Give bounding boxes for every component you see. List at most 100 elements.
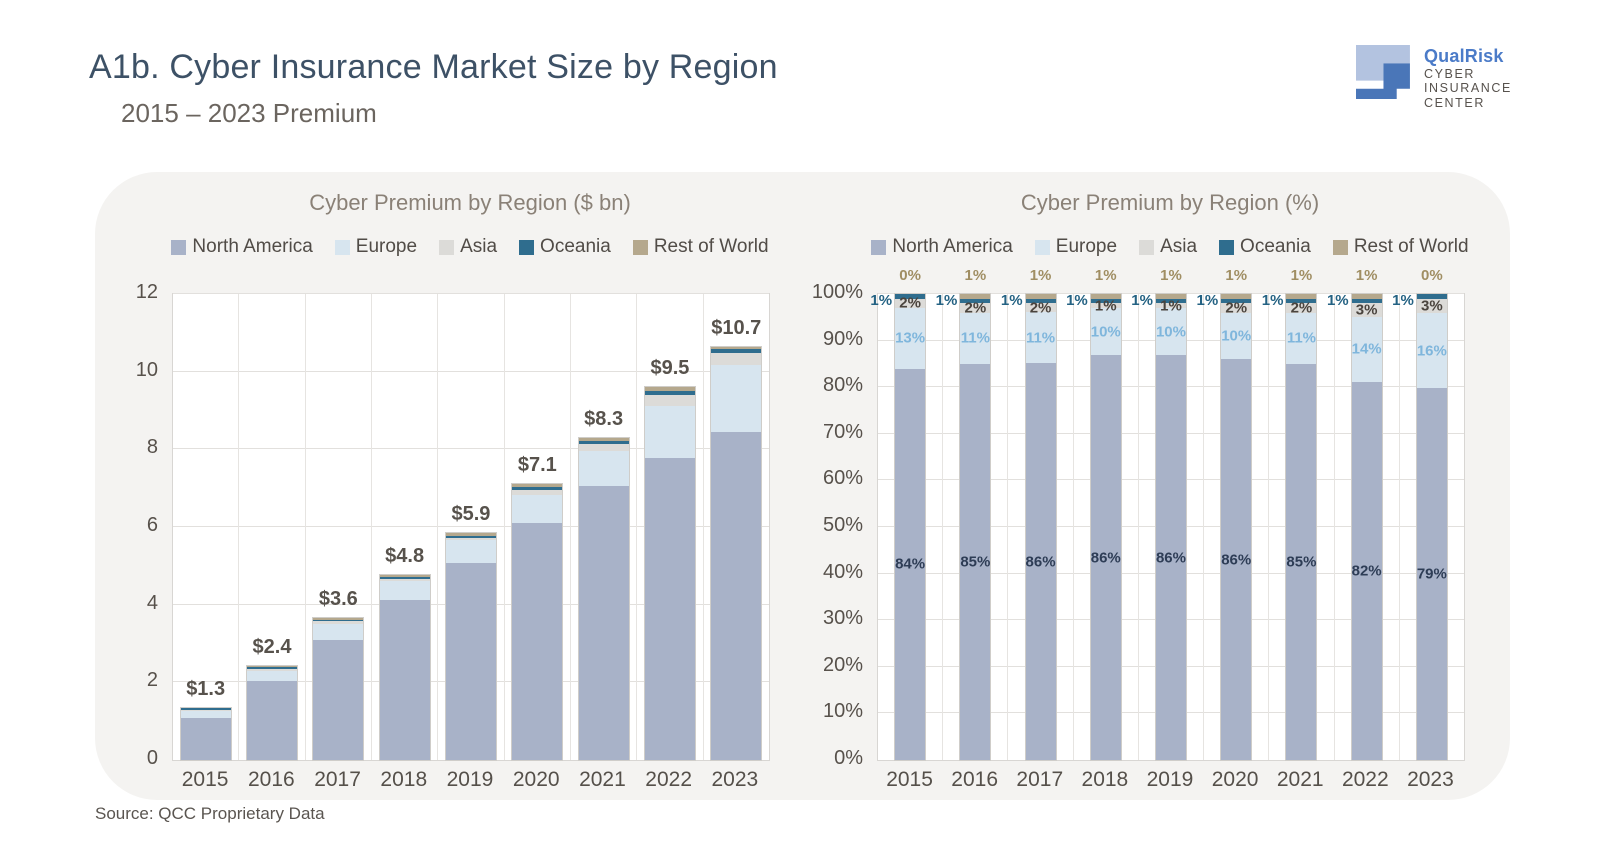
pct-label: 11%	[1025, 329, 1056, 347]
y-axis-tick: 0	[146, 747, 158, 769]
legend-label: Asia	[460, 236, 498, 257]
bar-total-label: $5.9	[451, 503, 491, 526]
pct-label: 11%	[960, 329, 990, 347]
pct-label: 86%	[1025, 553, 1056, 571]
bar-segment	[895, 298, 926, 308]
bar-segment	[246, 668, 297, 671]
bar-stack	[379, 575, 430, 760]
x-axis-label: 2021	[1276, 768, 1324, 791]
pct-label: 3%	[1421, 297, 1443, 315]
bar-segment	[960, 294, 991, 299]
bar-column: 86% 10% 2% 1% 1%	[1197, 267, 1270, 760]
y-axis-tick: 20%	[822, 653, 863, 676]
pct-label: 1%	[1160, 297, 1182, 315]
bar-segment	[960, 298, 991, 304]
bar-column: 86% 10% 1% 1% 1%	[1066, 267, 1139, 760]
bar-column: 85% 11% 2% 1% 1%	[936, 267, 1009, 760]
bar-segment	[1416, 312, 1447, 389]
bar-column: $2.4	[239, 294, 306, 760]
legend-swatch	[1034, 239, 1050, 255]
y-axis-tick: 4	[146, 591, 158, 614]
bar-segment	[313, 639, 364, 760]
bar-segment	[180, 708, 231, 710]
logo-line-insurance: INSURANCE	[1423, 81, 1512, 96]
pct-label: 85%	[960, 553, 991, 571]
y-axis-tick: 12	[135, 281, 158, 303]
oceania-pct-label: 1%	[870, 292, 893, 309]
pct-label: 86%	[1221, 551, 1252, 569]
y-axis-tick: 6	[146, 514, 158, 536]
bar-segment	[578, 485, 629, 760]
legend-label: Rest of World	[1353, 236, 1469, 257]
oceania-pct-label: 1%	[1261, 292, 1284, 309]
pct-label: 13%	[895, 329, 926, 347]
y-axis-tick: 8	[146, 436, 158, 459]
bar-segment	[1351, 294, 1382, 299]
x-axis-label: 2017	[314, 768, 361, 791]
x-axis-label: 2016	[247, 768, 295, 791]
bar-segment	[1351, 298, 1382, 304]
y-axis-tick: 100%	[811, 281, 863, 303]
y-axis-tick: 30%	[822, 607, 863, 630]
y-axis-tick: 60%	[822, 467, 863, 490]
bar-total-label: $9.5	[650, 357, 690, 380]
bar-segment	[379, 577, 430, 580]
bar-column: 86% 11% 2% 1% 1%	[1001, 267, 1074, 760]
logo-line-center: CENTER	[1423, 95, 1485, 110]
bar-segment	[180, 711, 231, 718]
gridline	[878, 293, 1464, 294]
pct-label: 11%	[1286, 329, 1317, 347]
bar-segment	[1155, 298, 1186, 304]
bar-column: $3.6	[306, 294, 372, 760]
bar-total-label: $4.8	[385, 545, 425, 568]
legend-item: Oceania	[1219, 236, 1311, 258]
bar-segment	[1025, 294, 1056, 299]
left-chart-x-axis: 2015 2016 2017 2018 2019 2020 2021 2022 2023	[172, 768, 768, 792]
oceania-pct-label: 1%	[1000, 292, 1023, 309]
bar-segment	[895, 368, 926, 760]
legend-item: Asia	[1139, 236, 1197, 258]
bar-segment	[1286, 294, 1317, 299]
rest-of-world-pct-label: 1%	[1160, 267, 1182, 284]
bar-column: 85% 11% 2% 1% 1%	[1262, 267, 1335, 760]
x-axis-label: 2023	[1407, 768, 1454, 791]
legend-item: Oceania	[519, 236, 611, 258]
bar-segment	[711, 431, 762, 760]
left-chart-title: Cyber Premium by Region ($ bn)	[309, 190, 631, 215]
right-chart-plot-area: 84% 13% 2% 1% 0% 85% 11% 2% 1% 1% 86% 11% 2% 1% 1% 86% 1…	[870, 267, 1465, 761]
qualrisk-logo-mark	[1355, 45, 1410, 99]
bar-segment	[313, 621, 364, 625]
pct-label: 2%	[899, 294, 921, 312]
pct-label: 86%	[1155, 549, 1186, 567]
qualrisk-logo: QualRisk CYBER INSURANCE CENTER	[1355, 45, 1512, 110]
bar-column: 84% 13% 2% 1% 0%	[870, 267, 944, 760]
bar-total-label: $7.1	[517, 454, 557, 477]
legend-item: North America	[171, 236, 313, 258]
pct-label: 10%	[1155, 323, 1186, 341]
pct-label: 10%	[1090, 323, 1121, 341]
bar-segment	[1090, 298, 1121, 304]
logo-line-cyber: CYBER	[1423, 66, 1476, 81]
bar-stack	[711, 346, 762, 760]
legend-label: Europe	[355, 236, 418, 257]
bar-segment	[1286, 363, 1317, 760]
bar-stack	[1221, 294, 1252, 760]
bar-column: $1.3	[173, 294, 240, 760]
source-note: Source: QCC Proprietary Data	[95, 804, 325, 823]
bar-segment	[1090, 303, 1121, 309]
bar-segment	[246, 667, 297, 669]
bar-column: $10.7	[704, 294, 769, 760]
bar-segment	[1351, 303, 1382, 318]
pct-label: 85%	[1286, 553, 1317, 571]
rest-of-world-pct-label: 1%	[1029, 267, 1052, 284]
bar-segment	[512, 487, 563, 490]
bar-segment	[180, 717, 231, 760]
bar-segment	[1221, 298, 1252, 304]
legend-swatch	[1332, 239, 1348, 255]
bar-segment	[644, 387, 695, 391]
bar-stack	[1025, 294, 1056, 760]
bar-segment	[895, 294, 926, 299]
pct-label: 79%	[1416, 565, 1447, 583]
legend-label: North America	[892, 236, 1013, 257]
right-chart-y-axis: 0% 10% 20% 30% 40% 50% 60% 70% 80% 90% 100%	[95, 281, 871, 769]
